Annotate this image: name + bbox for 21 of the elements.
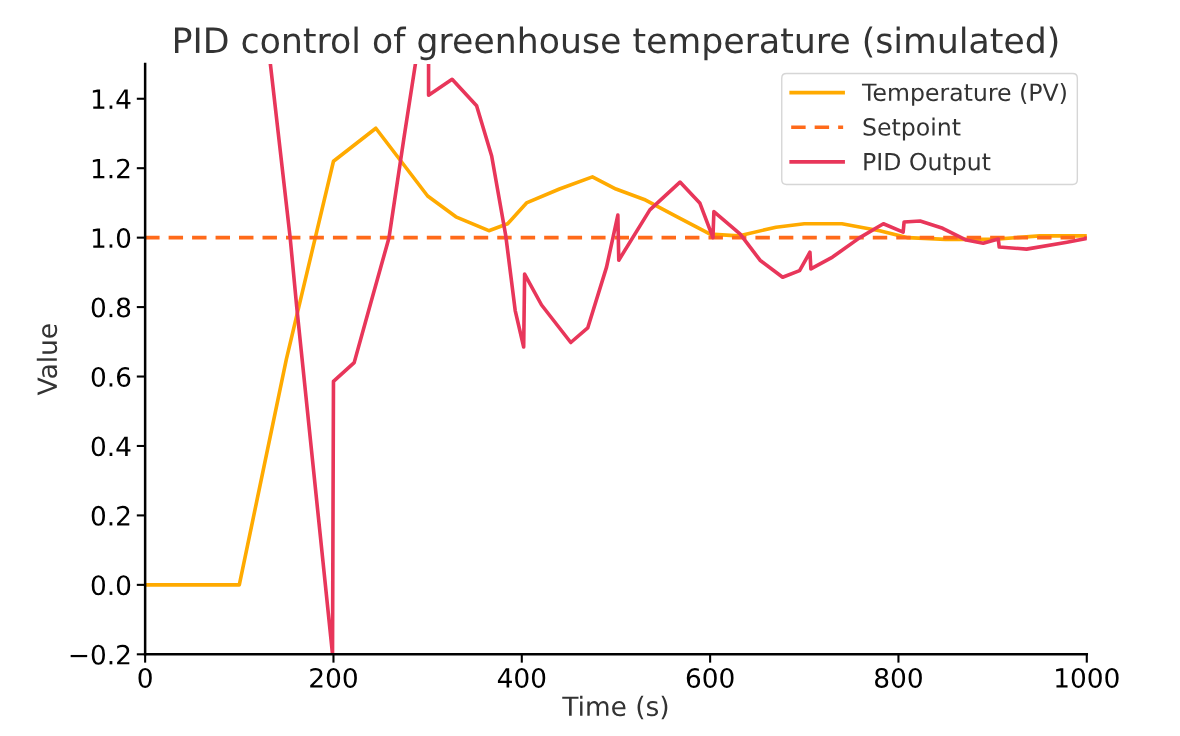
- chart-title: PID control of greenhouse temperature (simulated): [175, 26, 1058, 61]
- y-tick-label: 1.4: [92, 89, 131, 109]
- x-tick-label: 600: [686, 667, 734, 688]
- x-tick-label: 800: [875, 667, 922, 688]
- y-tick-label: 0.2: [91, 505, 130, 526]
- x-tick-label: 400: [497, 667, 546, 688]
- legend-label: Setpoint: [863, 117, 961, 141]
- y-tick-label: 1.0: [92, 228, 131, 249]
- y-tick-label: 0.4: [91, 436, 131, 457]
- y-tick-label: 0.0: [91, 575, 131, 596]
- x-tick-label: 0: [138, 667, 152, 688]
- y-tick-label: 0.6: [91, 366, 131, 387]
- legend-label: Temperature (PV): [861, 82, 1066, 106]
- x-axis-title: Time (s): [562, 695, 668, 720]
- y-tick-label: 0.8: [91, 297, 131, 318]
- y-axis-title: Value: [36, 324, 58, 396]
- x-tick-label: 1000: [1056, 667, 1119, 688]
- y-tick-label: −0.2: [70, 644, 130, 665]
- legend-label: PID Output: [864, 152, 991, 176]
- y-tick-label: 1.2: [92, 158, 130, 179]
- x-tick-label: 200: [310, 667, 357, 688]
